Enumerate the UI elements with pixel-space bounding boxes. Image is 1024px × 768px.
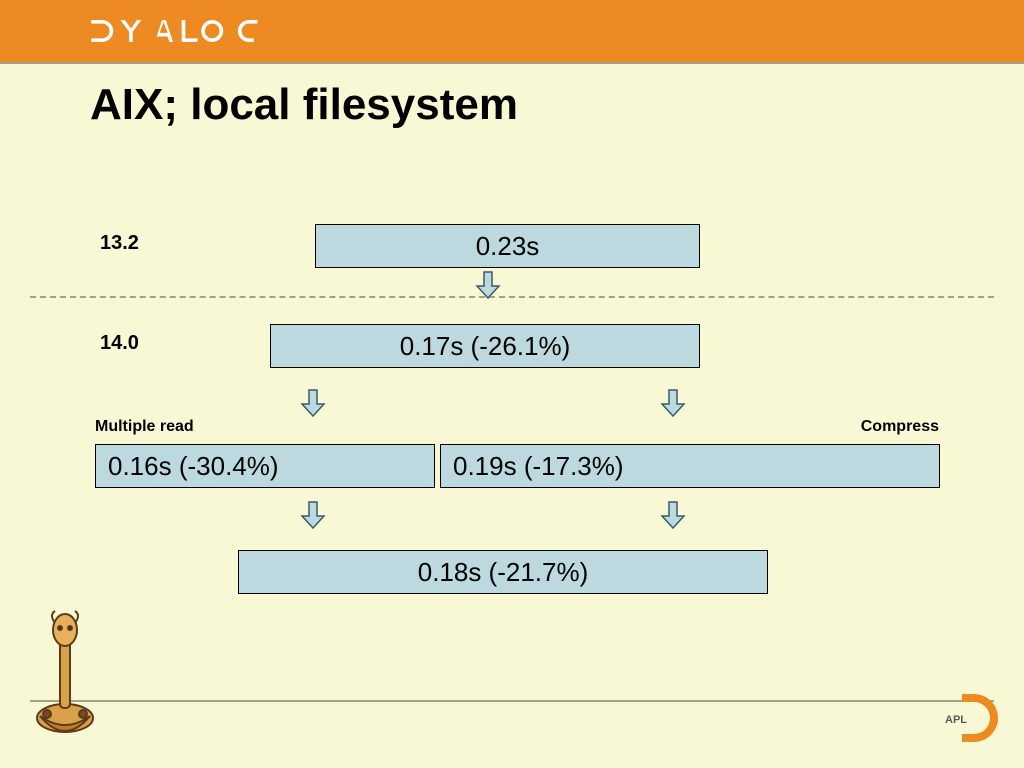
box-combined-text: 0.18s (-21.7%) <box>418 557 589 588</box>
arrow-3a <box>300 500 326 530</box>
box-compress: 0.19s (-17.3%) <box>440 444 940 488</box>
box-v132: 0.23s <box>315 224 700 268</box>
arrow-2a <box>300 388 326 418</box>
label-v140: 14.0 <box>100 332 139 355</box>
dyalog-logo <box>90 17 310 45</box>
slide-title: AIX; local filesystem <box>90 80 518 130</box>
apl-logo-icon: APL <box>942 690 1004 746</box>
label-v132: 13.2 <box>100 232 139 255</box>
box-cp-text: 0.19s (-17.3%) <box>453 451 624 482</box>
footer-line <box>30 700 994 702</box>
box-v140: 0.17s (-26.1%) <box>270 324 700 368</box>
arrow-1 <box>475 270 501 300</box>
label-multiple-read: Multiple read <box>95 418 194 436</box>
arrow-3b <box>660 500 686 530</box>
viking-ship-icon <box>30 608 100 738</box>
header-bar <box>0 0 1024 62</box>
box-multiple-read: 0.16s (-30.4%) <box>95 444 435 488</box>
label-compress: Compress <box>861 418 939 436</box>
box-combined: 0.18s (-21.7%) <box>238 550 768 594</box>
box-mr-text: 0.16s (-30.4%) <box>108 451 279 482</box>
svg-text:APL: APL <box>945 714 967 726</box>
dashed-separator <box>30 296 994 298</box>
arrow-2b <box>660 388 686 418</box>
box-v132-text: 0.23s <box>476 231 540 262</box>
box-v140-text: 0.17s (-26.1%) <box>400 331 571 362</box>
header-underline <box>0 62 1024 64</box>
